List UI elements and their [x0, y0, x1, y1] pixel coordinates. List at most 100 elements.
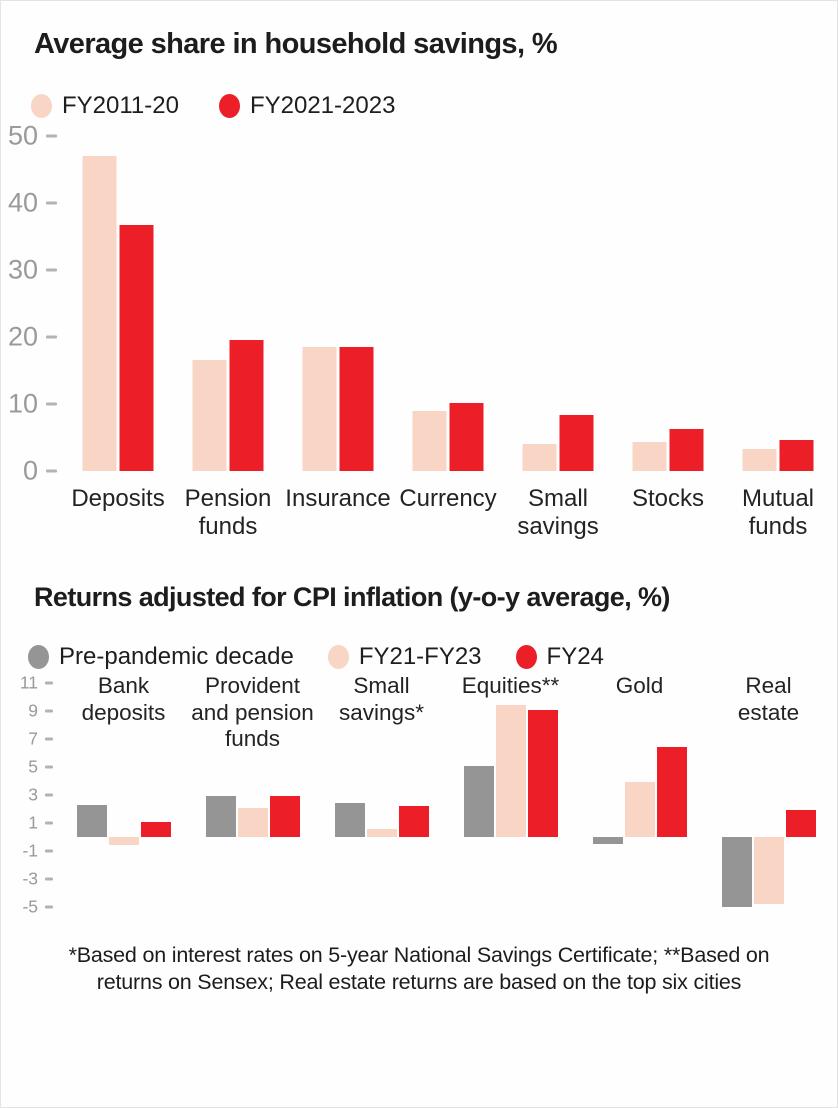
- category-label-line: savings*: [338, 699, 425, 725]
- bar-stack: [76, 683, 171, 907]
- tick-label: 7: [28, 728, 38, 749]
- tick-mark-icon: [46, 268, 57, 272]
- tick-label: -3: [22, 868, 38, 889]
- bar-group: Equities**: [446, 673, 575, 907]
- tick-label: -5: [22, 896, 38, 917]
- y-axis-tick: 5: [1, 757, 53, 778]
- tick-label: 30: [7, 254, 38, 285]
- bar-stack: [463, 683, 558, 907]
- category-label: Small savings: [517, 485, 598, 542]
- footnote: *Based on interest rates on 5-year Natio…: [68, 943, 770, 995]
- y-axis-tick: 9: [1, 701, 53, 722]
- legend-swatch-icon: [31, 94, 52, 118]
- bar-stack: [632, 136, 704, 471]
- bar-group: Currency: [393, 136, 503, 512]
- legend-item: Pre-pandemic decade: [28, 643, 294, 671]
- bar-stack: [82, 136, 154, 471]
- bar: [592, 837, 623, 844]
- tick-label: 9: [28, 700, 38, 721]
- legend-swatch-icon: [327, 645, 349, 669]
- bar-group: Bank deposits: [59, 673, 188, 907]
- category-label: Pension funds: [185, 485, 272, 542]
- tick-label: -1: [22, 840, 38, 861]
- y-axis-tick: 7: [1, 729, 53, 750]
- bar: [334, 803, 365, 837]
- tick-mark-icon: [46, 469, 57, 473]
- bar-group: Gold: [575, 673, 704, 907]
- bar-group: Stocks: [613, 136, 723, 512]
- bar: [632, 442, 667, 471]
- tick-mark-icon: [45, 849, 53, 853]
- category-label: Provident and pension funds: [191, 673, 314, 753]
- category-label-line: deposits: [81, 699, 166, 725]
- bar-group: Insurance: [283, 136, 393, 512]
- bar-group: Provident and pension funds: [188, 673, 317, 907]
- legend-item: FY2021-2023: [218, 92, 395, 120]
- tick-label: 11: [19, 672, 38, 693]
- category-label: Real estate: [738, 673, 799, 726]
- bar-group: Real estate: [704, 673, 833, 907]
- legend-label: FY24: [546, 643, 604, 670]
- bar: [229, 340, 264, 471]
- bar: [119, 225, 154, 471]
- category-label-line: Bank: [97, 673, 150, 698]
- category-label: Mutual funds: [742, 485, 814, 542]
- category-label: Equities**: [462, 673, 560, 700]
- bar: [669, 429, 704, 471]
- tick-label: 0: [22, 455, 38, 486]
- legend-item: FY21-FY23: [327, 643, 482, 671]
- bar-stack: [412, 136, 484, 471]
- plot-area: Bank deposits Provident and pension funds Sma…: [59, 673, 833, 907]
- category-label-line: funds: [224, 726, 281, 752]
- bar: [721, 837, 752, 907]
- bar: [779, 439, 814, 471]
- tick-mark-icon: [45, 877, 53, 881]
- legend-swatch-icon: [28, 645, 49, 669]
- category-label-line: Pension: [184, 485, 272, 512]
- y-axis-tick: 11: [1, 673, 53, 694]
- bar-stack: [205, 683, 300, 907]
- legend-label: FY21-FY23: [358, 643, 482, 670]
- tick-mark-icon: [46, 134, 57, 138]
- tick-mark-icon: [46, 402, 57, 406]
- tick-mark-icon: [45, 793, 53, 797]
- bar-group: Small savings*: [317, 673, 446, 907]
- bar-stack: [522, 136, 594, 471]
- category-label-line: Real: [745, 673, 792, 698]
- bar: [192, 360, 227, 471]
- category-label-line: funds: [748, 513, 808, 541]
- tick-mark-icon: [46, 335, 57, 339]
- y-axis-tick: 40: [1, 188, 57, 219]
- category-label-line: Currency: [399, 485, 497, 512]
- bar-stack: [192, 136, 264, 471]
- bar: [366, 828, 397, 837]
- tick-label: 10: [7, 388, 38, 419]
- category-label-line: Insurance: [285, 485, 391, 512]
- category-label-line: Provident: [204, 673, 301, 698]
- category-label: Currency: [399, 485, 496, 513]
- y-axis-tick: -1: [1, 841, 53, 862]
- bar: [302, 347, 337, 471]
- tick-label: 40: [7, 187, 38, 218]
- legend-swatch-icon: [218, 94, 240, 118]
- bar: [449, 402, 484, 471]
- tick-mark-icon: [46, 201, 57, 205]
- bar: [495, 705, 526, 837]
- category-label-line: Equities**: [461, 673, 560, 698]
- bar-stack: [334, 683, 429, 907]
- bar-stack: [592, 683, 687, 907]
- bar: [82, 156, 117, 471]
- category-label-line: Stocks: [631, 485, 705, 512]
- category-label-line: funds: [198, 513, 258, 541]
- cpi-returns-chart: 11 9 7 5 3 1 -1 -3 -5 Bank deposits Provident and pe…: [1, 673, 837, 917]
- plot-area: Deposits Pension funds Insurance Currency Sma…: [63, 136, 833, 540]
- legend-label: FY2011-20: [62, 92, 179, 119]
- tick-mark-icon: [45, 821, 53, 825]
- y-axis-tick: 1: [1, 813, 53, 834]
- category-label-line: Mutual: [741, 485, 815, 512]
- legend-item: FY24: [515, 643, 604, 671]
- category-label: Bank deposits: [82, 673, 166, 726]
- bar-stack: [742, 136, 814, 471]
- bar: [339, 347, 374, 471]
- tick-label: 50: [7, 120, 38, 151]
